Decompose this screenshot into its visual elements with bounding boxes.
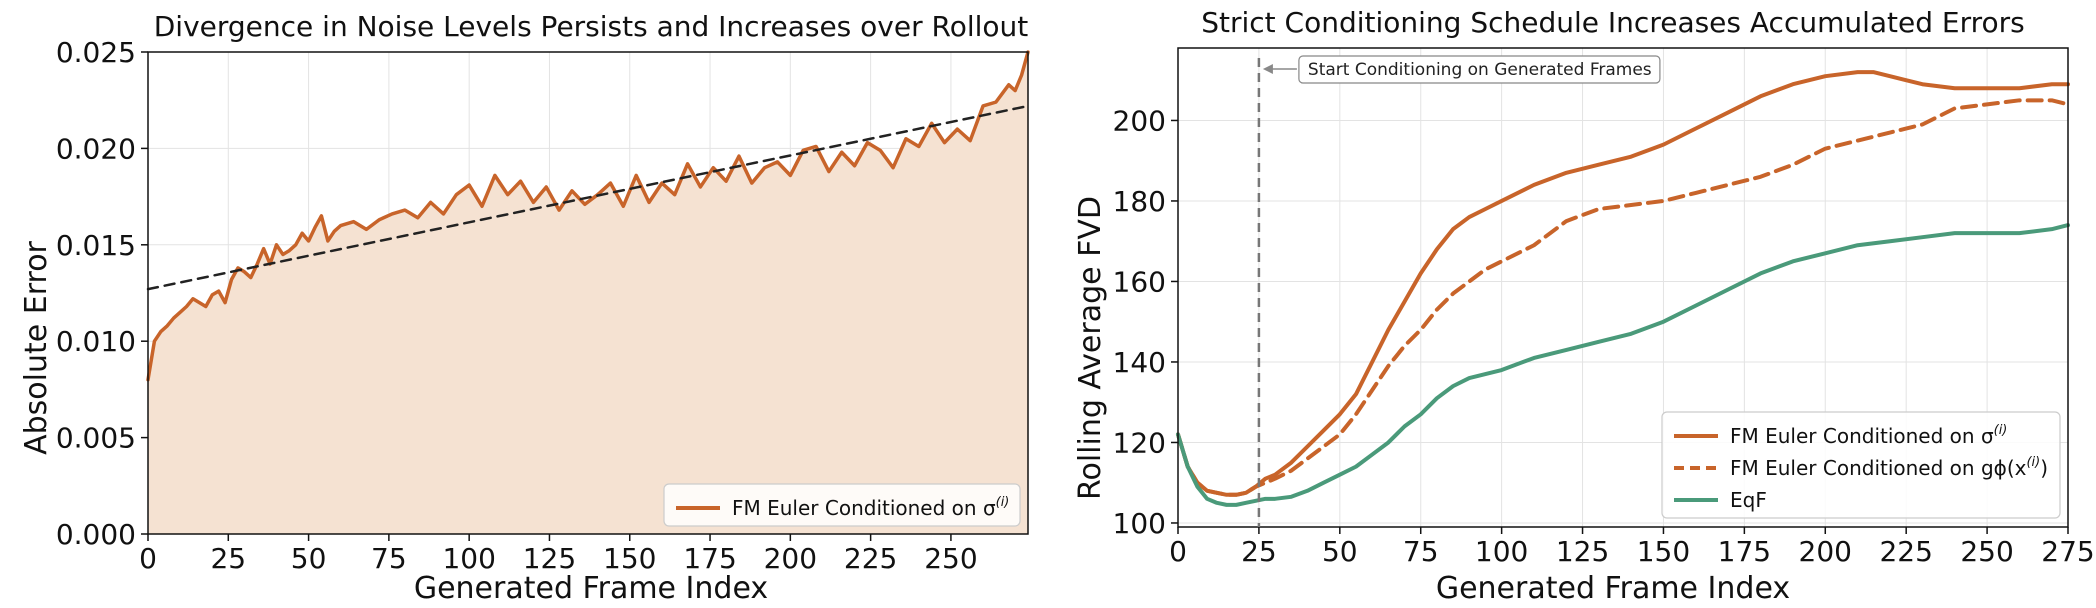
chart-left-ylabel: Absolute Error (19, 240, 54, 454)
axes-frame (147, 51, 1029, 535)
chart-right-title: Strict Conditioning Schedule Increases A… (1201, 6, 2025, 39)
x-tick-label: 50 (291, 542, 327, 575)
x-tick-label: 0 (139, 542, 157, 575)
x-tick-label: 150 (1637, 535, 1690, 568)
x-tick-label: 200 (764, 542, 817, 575)
legend-label-text: FM Euler Conditioned on σ (732, 496, 996, 520)
chart-right-annotation: Start Conditioning on Generated Frames (1257, 55, 1661, 527)
legend-label-superscript: (i) (2026, 455, 2040, 470)
legend-label-superscript: (i) (1994, 423, 2008, 438)
chart-left-ticks: 0 25 50 75 100 125 150 175 200 225 250 0.000 0.005 0.… (56, 36, 978, 575)
legend-label-superscript: (i) (996, 495, 1010, 510)
x-tick-label: 100 (1475, 535, 1528, 568)
chart-right-ticks: 0 25 50 75 100 125 150 175 200 225 250 275 100 120 140… (1113, 104, 2095, 568)
legend-entry-label: FM Euler Conditioned on σ(i) (1730, 423, 2007, 448)
legend-label-suffix: ) (2040, 456, 2048, 480)
chart-right-xlabel: Generated Frame Index (1436, 571, 1790, 606)
y-tick-label: 160 (1113, 265, 1166, 298)
x-tick-label: 200 (1799, 535, 1852, 568)
y-tick-label: 0.025 (56, 36, 136, 69)
y-tick-label: 100 (1113, 507, 1166, 540)
x-tick-label: 75 (1403, 535, 1439, 568)
x-tick-label: 250 (924, 542, 977, 575)
x-tick-label: 50 (1322, 535, 1358, 568)
x-tick-label: 175 (683, 542, 736, 575)
axes-frame (1177, 47, 2069, 528)
legend-box (1661, 411, 2061, 519)
annotation-text: Start Conditioning on Generated Frames (1308, 60, 1652, 80)
y-tick-label: 180 (1113, 185, 1166, 218)
legend-label-text: FM Euler Conditioned on gϕ(x (1730, 456, 2027, 480)
series-line-0 (1176, 70, 2070, 497)
chart-left: Divergence in Noise Levels Persists and … (19, 10, 1030, 606)
x-tick-label: 0 (1169, 535, 1187, 568)
x-tick-label: 25 (210, 542, 246, 575)
y-tick-label: 200 (1113, 104, 1166, 137)
chart-right: Strict Conditioning Schedule Increases A… (1073, 6, 2095, 606)
x-tick-label: 150 (603, 542, 656, 575)
x-tick-label: 25 (1241, 535, 1277, 568)
annotation-box (1298, 55, 1661, 84)
series-area-fill (148, 52, 1028, 534)
x-tick-label: 125 (523, 542, 576, 575)
chart-left-xlabel: Generated Frame Index (414, 571, 768, 606)
x-tick-label: 75 (371, 542, 407, 575)
x-tick-label: 125 (1556, 535, 1609, 568)
series-line-0 (146, 50, 1030, 382)
chart-left-title: Divergence in Noise Levels Persists and … (154, 10, 1029, 43)
chart-left-legend: FM Euler Conditioned on σ(i) (663, 483, 1021, 527)
y-tick-label: 140 (1113, 346, 1166, 379)
legend-entry-label: EqF (1730, 488, 1767, 512)
annotation-arrow-head (1262, 64, 1273, 74)
chart-right-ylabel: Rolling Average FVD (1073, 196, 1108, 500)
legend-label-text: FM Euler Conditioned on σ (1730, 424, 1994, 448)
series-line-1 (1176, 98, 2070, 497)
y-tick-label: 0.000 (56, 518, 136, 551)
legend-box (663, 483, 1021, 527)
y-tick-label: 0.020 (56, 132, 136, 165)
x-tick-label: 250 (1960, 535, 2013, 568)
x-tick-label: 100 (442, 542, 495, 575)
chart-left-plot (146, 50, 1030, 535)
legend-entry-label: FM Euler Conditioned on gϕ(x(i)) (1730, 455, 2048, 480)
legend-label-text: EqF (1730, 488, 1767, 512)
y-tick-label: 0.015 (56, 229, 136, 262)
chart-right-legend: FM Euler Conditioned on σ(i)FM Euler Con… (1661, 411, 2061, 519)
y-tick-label: 120 (1113, 426, 1166, 459)
legend-entry-label: FM Euler Conditioned on σ(i) (732, 495, 1009, 520)
y-tick-label: 0.010 (56, 325, 136, 358)
x-tick-label: 275 (2041, 535, 2094, 568)
series-line-2 (1176, 223, 2070, 507)
x-tick-label: 225 (1879, 535, 1932, 568)
chart-right-plot (1176, 47, 2070, 528)
x-tick-label: 225 (844, 542, 897, 575)
y-tick-label: 0.005 (56, 422, 136, 455)
series-line-1 (146, 104, 1030, 291)
x-tick-label: 175 (1718, 535, 1771, 568)
